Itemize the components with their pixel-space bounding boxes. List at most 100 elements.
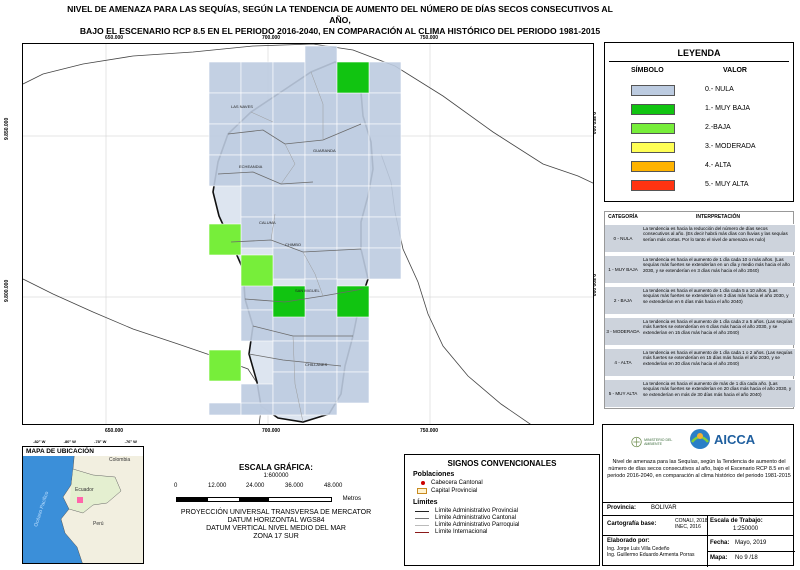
cell bbox=[272, 154, 306, 187]
cell bbox=[368, 247, 402, 280]
legend-swatch-muy-baja bbox=[631, 104, 675, 115]
sign-capital: Capital Provincial bbox=[417, 488, 599, 494]
interp-text: La tendencia es hacia la reducción del n… bbox=[643, 226, 788, 242]
y-tick-left-9800: 9.800.000 bbox=[4, 279, 10, 302]
projection-line: PROYECCIÓN UNIVERSAL TRANSVERSA DE MERCA… bbox=[180, 509, 372, 516]
x-tick-top-700: 700.000 bbox=[262, 35, 281, 41]
lon-tick: -82° W bbox=[33, 439, 46, 444]
cell bbox=[304, 247, 338, 280]
cell bbox=[304, 92, 338, 125]
lon-tick: -76° W bbox=[124, 439, 137, 444]
location-map[interactable]: Colombia Ecuador Perú Océano Pacífico MA… bbox=[22, 446, 144, 564]
cell bbox=[208, 123, 242, 156]
cell-baja bbox=[208, 223, 242, 256]
interp-cat: 5 - MUY ALTA bbox=[608, 391, 638, 396]
signs-title: SIGNOS CONVENCIONALES bbox=[447, 459, 557, 468]
cell bbox=[240, 92, 274, 125]
map-title: NIVEL DE AMENAZA PARA LAS SEQUÍAS, SEGÚN… bbox=[60, 4, 620, 37]
cell bbox=[368, 216, 402, 249]
cell bbox=[336, 371, 370, 404]
cell bbox=[240, 61, 274, 94]
cell bbox=[272, 61, 306, 94]
y-tick-left-9850: 9.850.000 bbox=[4, 117, 10, 140]
lon-tick: -80° W bbox=[63, 439, 76, 444]
place-label-chimbo: CHIMBO bbox=[285, 242, 301, 247]
cell bbox=[368, 123, 402, 156]
scale-ratio: 1:600000 bbox=[263, 473, 289, 479]
projection-line: ZONA 17 SUR bbox=[253, 533, 299, 540]
title-line-1: NIVEL DE AMENAZA PARA LAS SEQUÍAS, SEGÚN… bbox=[67, 4, 613, 25]
scale-unit: Metros bbox=[342, 496, 361, 502]
ministry-name: MINISTERIO DEL AMBIENTE bbox=[644, 438, 673, 446]
sign-cabecera: Cabecera Cantonal bbox=[421, 480, 599, 486]
cell bbox=[304, 402, 338, 416]
legend-col-symbol: SÍMBOLO bbox=[631, 67, 664, 74]
aicca-emblem-icon bbox=[690, 429, 710, 449]
sign-label: Límite Internacional bbox=[435, 529, 488, 535]
cell bbox=[304, 371, 338, 404]
x-tick-top-650: 650.000 bbox=[105, 35, 124, 41]
cell bbox=[208, 402, 242, 416]
work-scale-value: 1:250000 bbox=[733, 526, 759, 532]
province-label: Provincia: bbox=[607, 505, 637, 511]
ministry-logo: MINISTERIO DEL AMBIENTE bbox=[631, 431, 681, 453]
aicca-name: AICCA bbox=[714, 431, 756, 447]
limit-parroquial-line-icon bbox=[415, 524, 429, 526]
cell bbox=[304, 185, 338, 218]
scale-label: ESCALA GRÁFICA: bbox=[239, 463, 313, 472]
cell bbox=[304, 154, 338, 187]
populations-title: Poblaciones bbox=[413, 471, 455, 478]
scale-mark: 24.000 bbox=[246, 483, 265, 489]
cell bbox=[240, 216, 274, 249]
cell-baja bbox=[208, 349, 242, 382]
aicca-logo: AICCA bbox=[689, 428, 755, 450]
scale-mark: 48.000 bbox=[324, 483, 343, 489]
cells-baja bbox=[208, 223, 274, 382]
legend-label-muy-baja: 1.- MUY BAJA bbox=[705, 105, 750, 112]
main-map[interactable]: LAS NAVES ECHEANDIA GUARANDA CALUMA CHIM… bbox=[22, 43, 594, 425]
prepared-names: Ing. Jorge Luis Villa Cedeño Ing. Guille… bbox=[607, 546, 695, 558]
scale-marks: 0 12.000 24.000 36.000 48.000 bbox=[152, 483, 400, 497]
scale-bar: Metros bbox=[176, 496, 361, 502]
cell bbox=[336, 216, 370, 249]
legend-swatch-alta bbox=[631, 161, 675, 172]
legend-item-baja: 2.-BAJA bbox=[631, 123, 791, 135]
cell bbox=[240, 123, 274, 156]
projection-info: PROYECCIÓN UNIVERSAL TRANSVERSA DE MERCA… bbox=[152, 509, 400, 541]
cell bbox=[368, 154, 402, 187]
location-map-title: MAPA DE UBICACIÓN bbox=[23, 447, 143, 456]
legend-panel: LEYENDA SÍMBOLO VALOR 0.- NULA 1.- MUY B… bbox=[604, 42, 794, 202]
limit-provincial: Límite Administrativo Provincial bbox=[415, 508, 599, 514]
cell-baja bbox=[240, 254, 274, 287]
legend-label-baja: 2.-BAJA bbox=[705, 124, 731, 131]
interp-col-text: INTERPRETACIÓN bbox=[643, 212, 793, 222]
sign-label: Límite Administrativo Provincial bbox=[435, 508, 519, 514]
interp-cat: 3 - MODERADA bbox=[606, 329, 640, 334]
cell bbox=[336, 92, 370, 125]
cell bbox=[336, 154, 370, 187]
legend-col-value: VALOR bbox=[723, 67, 747, 74]
country-peru: Perú bbox=[93, 521, 104, 527]
info-divider bbox=[603, 502, 793, 503]
cell bbox=[368, 185, 402, 218]
interp-cat: 0 - NULA bbox=[613, 236, 633, 241]
scale-segment bbox=[177, 498, 208, 501]
interp-row-muy-alta: 5 - MUY ALTA La tendencia es hacia el au… bbox=[605, 379, 795, 407]
limit-internacional-line-icon bbox=[415, 531, 429, 533]
limits-title: Límites bbox=[413, 499, 438, 506]
interp-text: La tendencia es hacia el aumento de 1 dí… bbox=[643, 288, 789, 304]
date-label: Fecha: bbox=[710, 540, 730, 546]
legend-label-moderada: 3.- MODERADA bbox=[705, 143, 756, 150]
base-label: Cartografía base: bbox=[607, 521, 657, 527]
interp-cat: 4 - ALTA bbox=[614, 360, 632, 365]
province-value: BOLIVAR bbox=[651, 505, 677, 511]
interp-col-category: CATEGORÍA bbox=[605, 212, 641, 222]
legend-divider bbox=[609, 61, 789, 62]
country-ecuador: Ecuador bbox=[75, 487, 94, 493]
legend-item-moderada: 3.- MODERADA bbox=[631, 142, 791, 154]
sign-label: Capital Provincial bbox=[431, 488, 478, 494]
legend-item-muy-alta: 5.- MUY ALTA bbox=[631, 180, 791, 192]
cell bbox=[272, 340, 306, 373]
legend-item-alta: 4.- ALTA bbox=[631, 161, 791, 173]
scale-mark: 36.000 bbox=[285, 483, 304, 489]
